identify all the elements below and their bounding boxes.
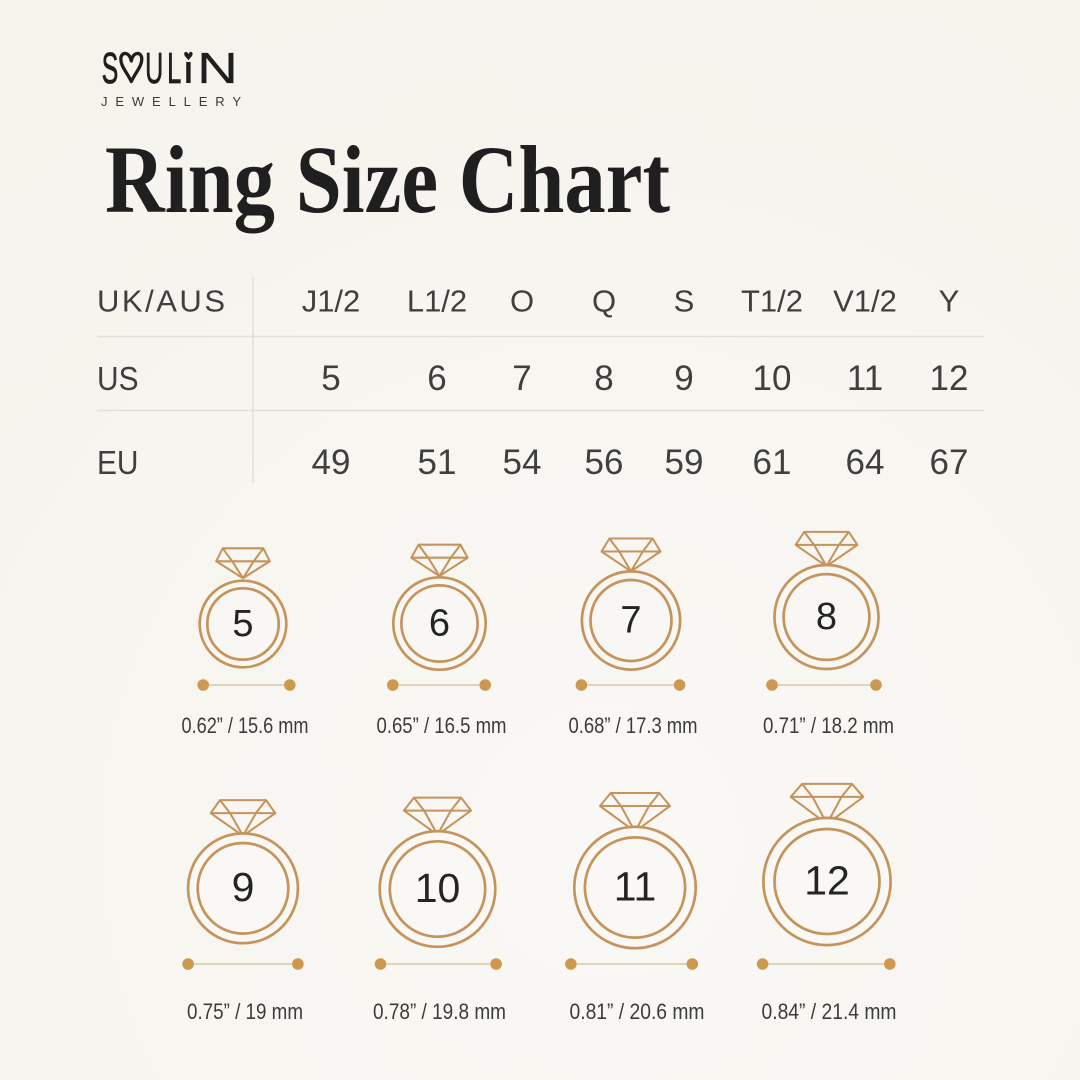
svg-text:U: U xyxy=(145,45,163,93)
svg-text:0.68” / 17.3 mm: 0.68” / 17.3 mm xyxy=(569,713,698,738)
svg-text:Q: Q xyxy=(592,284,616,319)
svg-text:67: 67 xyxy=(930,443,969,482)
svg-text:L1/2: L1/2 xyxy=(407,284,467,319)
svg-text:0.71” / 18.2 mm: 0.71” / 18.2 mm xyxy=(763,713,894,738)
svg-text:10: 10 xyxy=(415,865,461,911)
svg-text:12: 12 xyxy=(930,359,969,398)
svg-text:11: 11 xyxy=(847,359,883,398)
svg-text:7: 7 xyxy=(620,599,641,641)
svg-text:6: 6 xyxy=(427,359,446,398)
svg-text:11: 11 xyxy=(614,863,657,909)
svg-text:US: US xyxy=(97,361,139,398)
svg-text:0.78” / 19.8 mm: 0.78” / 19.8 mm xyxy=(373,999,506,1024)
svg-text:59: 59 xyxy=(665,443,704,482)
svg-text:T1/2: T1/2 xyxy=(741,284,803,319)
svg-text:0.65” / 16.5 mm: 0.65” / 16.5 mm xyxy=(377,713,507,738)
svg-text:8: 8 xyxy=(594,359,613,398)
svg-text:S: S xyxy=(102,45,119,93)
svg-text:5: 5 xyxy=(232,603,253,645)
svg-text:7: 7 xyxy=(512,359,531,398)
svg-text:51: 51 xyxy=(418,443,457,482)
svg-text:10: 10 xyxy=(753,359,792,398)
svg-text:J1/2: J1/2 xyxy=(302,284,361,319)
svg-text:9: 9 xyxy=(232,864,255,910)
svg-text:UK/AUS: UK/AUS xyxy=(97,284,225,319)
svg-text:EU: EU xyxy=(97,445,139,482)
svg-text:0.62” / 15.6 mm: 0.62” / 15.6 mm xyxy=(182,713,309,738)
svg-text:Y: Y xyxy=(939,284,960,319)
svg-text:S: S xyxy=(674,284,695,319)
svg-text:49: 49 xyxy=(312,443,351,482)
svg-text:64: 64 xyxy=(846,443,885,482)
svg-text:12: 12 xyxy=(804,857,850,903)
svg-text:0.75” / 19 mm: 0.75” / 19 mm xyxy=(187,999,303,1024)
svg-text:JEWELLERY: JEWELLERY xyxy=(101,94,241,109)
svg-text:O: O xyxy=(510,284,534,319)
svg-text:0.81” / 20.6 mm: 0.81” / 20.6 mm xyxy=(570,999,705,1024)
svg-text:6: 6 xyxy=(429,602,450,644)
svg-text:8: 8 xyxy=(816,596,837,638)
svg-text:61: 61 xyxy=(753,443,792,482)
svg-text:V1/2: V1/2 xyxy=(833,284,897,319)
svg-text:Ring Size Chart: Ring Size Chart xyxy=(105,126,670,233)
svg-text:54: 54 xyxy=(503,443,542,482)
svg-text:N: N xyxy=(197,45,238,93)
svg-text:56: 56 xyxy=(585,443,624,482)
svg-text:L: L xyxy=(167,45,181,93)
svg-text:0.84” / 21.4 mm: 0.84” / 21.4 mm xyxy=(762,999,897,1024)
svg-text:5: 5 xyxy=(321,359,340,398)
svg-text:9: 9 xyxy=(674,359,693,398)
